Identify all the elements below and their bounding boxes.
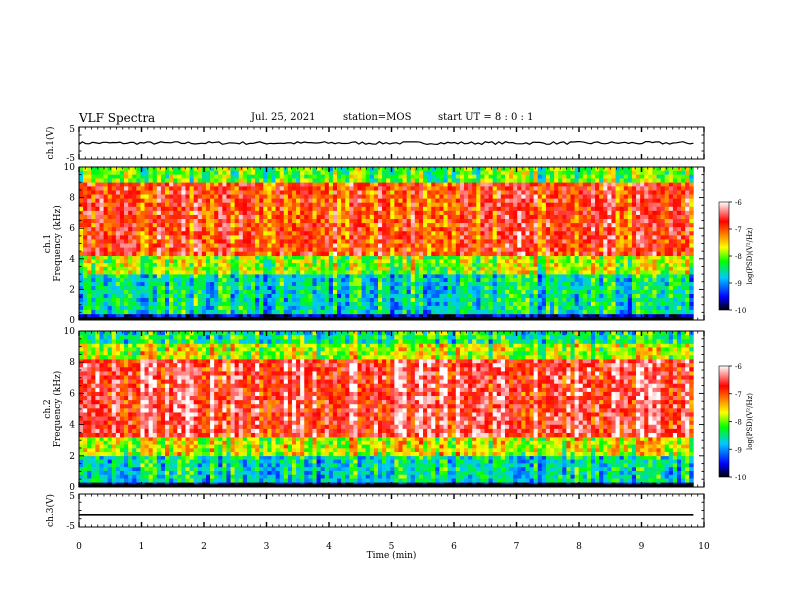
xtick-label: 7 — [514, 542, 520, 552]
ch3-waveform-ytick-label: 5 — [69, 492, 75, 502]
ch2-spectrogram-ylabel-line1: ch.2 — [43, 399, 53, 418]
ch1-waveform-panel — [78, 126, 705, 160]
ch1-spectrogram-ytick-label: 10 — [64, 163, 76, 173]
ch2-spectrogram-colorbar-tick: -6 — [735, 363, 742, 371]
ch1-spectrogram-cells — [79, 167, 694, 321]
ch1-spectrogram-ylabel-line2: Frequency (kHz) — [52, 205, 63, 282]
ch1-spectrogram-colorbar-tick: -7 — [735, 226, 742, 234]
ch1-spectrogram-panel — [78, 166, 732, 321]
ch2-spectrogram-cells — [79, 331, 694, 488]
xtick-label: 8 — [576, 542, 582, 552]
start-time-label: start UT = 8 : 0 : 1 — [438, 112, 534, 123]
ch2-spectrogram-ytick-label: 10 — [64, 327, 76, 337]
ch2-spectrogram-colorbar-tick: -7 — [735, 391, 742, 399]
ch2-spectrogram-colorbar — [718, 365, 730, 478]
ch1-spectrogram-ytick-label: 4 — [69, 255, 75, 265]
ch2-spectrogram-colorbar-tick: -9 — [735, 446, 742, 454]
ch1-waveform-ylabel: ch.1(V) — [45, 127, 56, 160]
ch1-waveform-ytick-label: -5 — [66, 154, 75, 164]
ch1-spectrogram-ytick-label: 0 — [69, 316, 75, 326]
ch3-waveform-panel — [78, 493, 705, 528]
ch2-spectrogram-ytick-label: 0 — [69, 483, 75, 493]
xtick-label: 0 — [76, 542, 82, 552]
ch2-spectrogram-ytick-label: 2 — [69, 452, 75, 462]
date-label: Jul. 25, 2021 — [251, 112, 316, 123]
ch1-spectrogram-colorbar-tick: -10 — [735, 307, 746, 315]
ch3-waveform-ylabel: ch.3(V) — [45, 494, 56, 527]
ch1-spectrogram-ytick-label: 6 — [69, 224, 75, 234]
ch1-spectrogram-ytick-label: 2 — [69, 285, 75, 295]
xtick-label: 2 — [201, 542, 207, 552]
xtick-label: 4 — [326, 542, 332, 552]
chart-title: VLF Spectra — [79, 111, 156, 125]
ch1-waveform-ytick-label: 5 — [69, 125, 75, 135]
ch1-spectrogram-colorbar-tick: -8 — [735, 253, 742, 261]
xtick-label: 5 — [389, 542, 395, 552]
xtick-label: 1 — [139, 542, 145, 552]
x-axis-label: Time (min) — [367, 550, 417, 561]
station-label: station=MOS — [343, 112, 412, 123]
ch1-spectrogram-ytick-label: 8 — [69, 194, 75, 204]
xtick-label: 9 — [639, 542, 645, 552]
ch2-spectrogram-panel — [78, 330, 732, 488]
xtick-label: 6 — [451, 542, 457, 552]
ch1-spectrogram-colorbar-tick: -9 — [735, 280, 742, 288]
ch2-spectrogram-colorbar-tick: -10 — [735, 474, 746, 482]
ch2-spectrogram-colorbar-label: log(PSD)(V²/Hz) — [746, 393, 754, 450]
xtick-label: 3 — [264, 542, 270, 552]
ch1-spectrogram-colorbar-label: log(PSD)(V²/Hz) — [746, 227, 754, 284]
ch3-waveform-ytick-label: -5 — [66, 522, 75, 532]
ch2-spectrogram-colorbar-tick: -8 — [735, 419, 742, 427]
ch1-spectrogram-colorbar — [718, 201, 730, 311]
ch1-spectrogram-colorbar-tick: -6 — [735, 199, 742, 207]
ch2-spectrogram-ytick-label: 6 — [69, 389, 75, 399]
xtick-label: 10 — [698, 542, 710, 552]
ch1-waveform-trace — [78, 140, 694, 146]
ch1-spectrogram-ylabel-line1: ch.1 — [43, 234, 53, 253]
ch2-spectrogram-ylabel-line2: Frequency (kHz) — [52, 371, 63, 448]
ch2-spectrogram-ytick-label: 8 — [69, 358, 75, 368]
ch2-spectrogram-ytick-label: 4 — [69, 421, 75, 431]
